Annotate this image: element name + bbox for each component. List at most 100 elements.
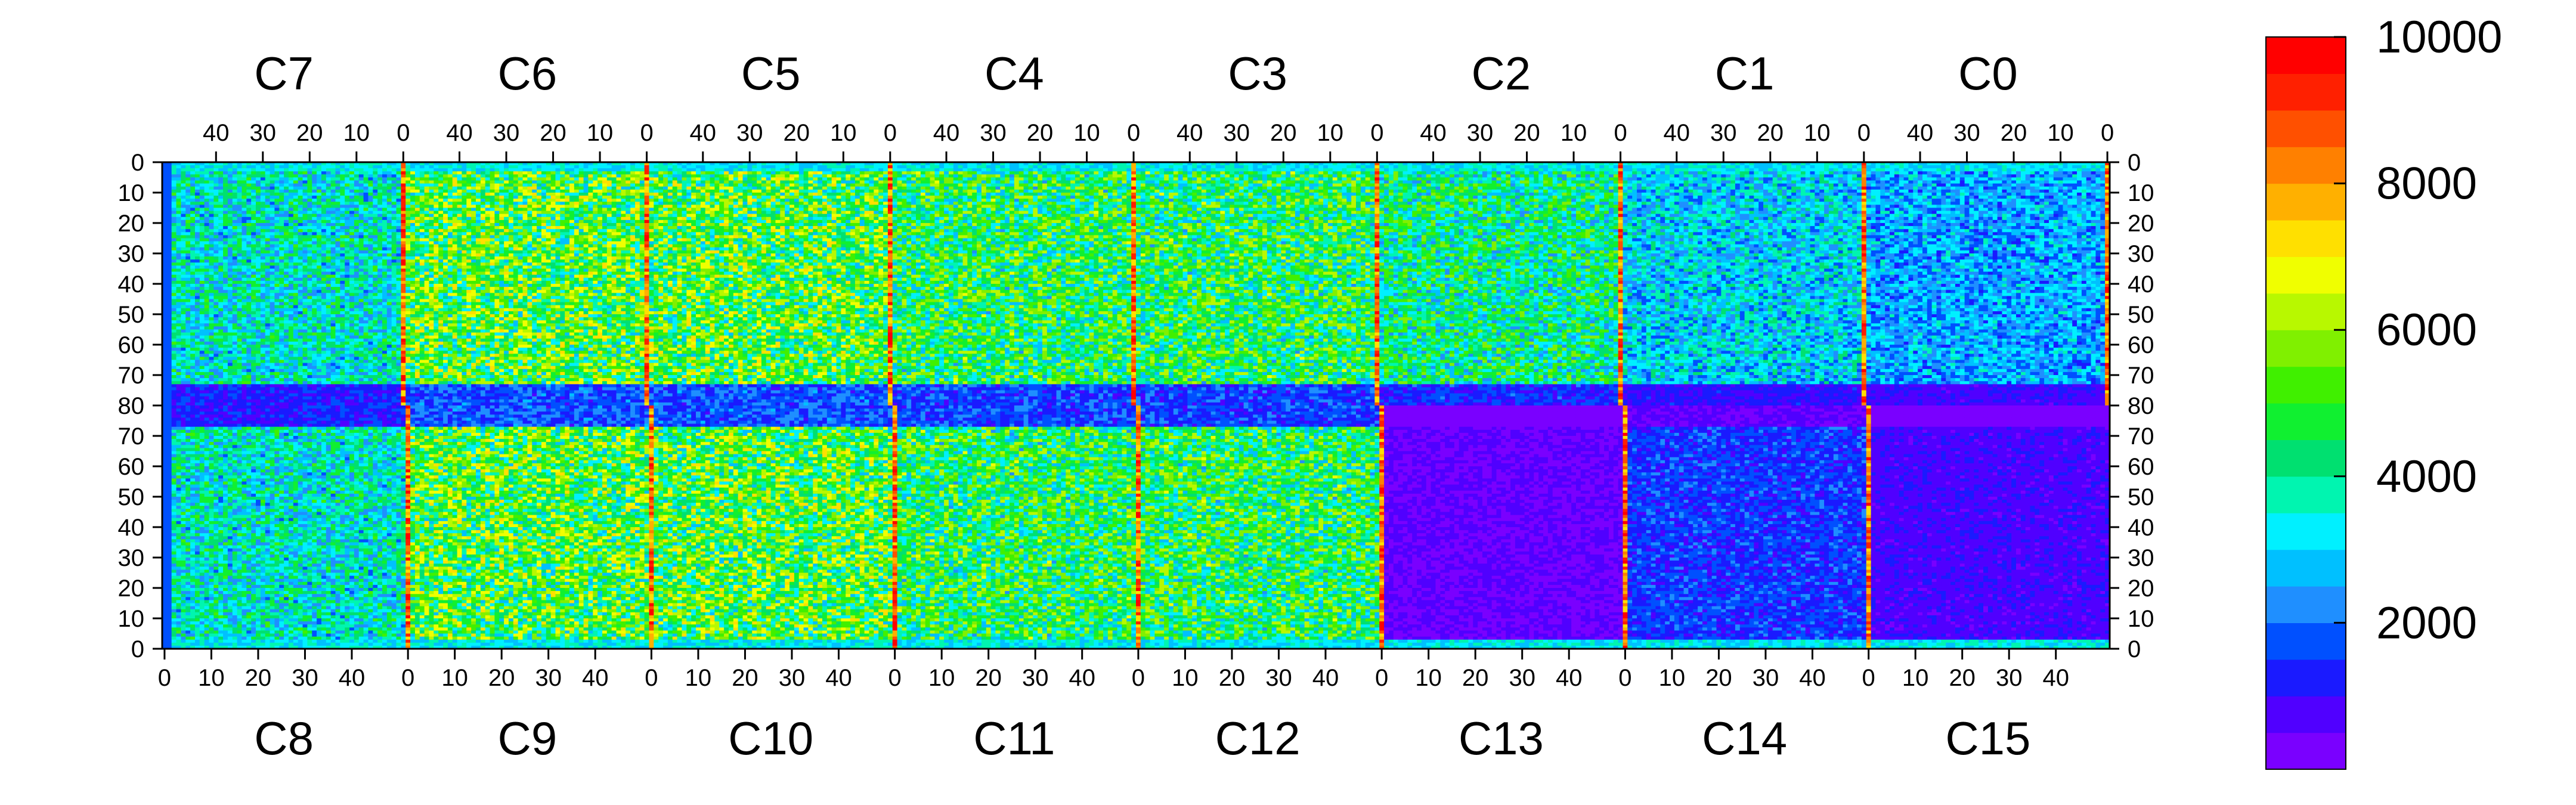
chip-c7 (162, 162, 406, 406)
bottom-x-tick-label: 20 (245, 665, 272, 691)
bottom-x-tick-label: 0 (1862, 665, 1875, 691)
top-x-tick-label: 30 (1224, 120, 1250, 146)
chip-label-c9: C9 (498, 712, 558, 764)
bottom-x-tick-label: 30 (1022, 665, 1049, 691)
colorbar-segment (2266, 110, 2346, 147)
chip-label-c6: C6 (498, 47, 558, 100)
bottom-x-tick-label: 20 (975, 665, 1002, 691)
chip-label-c15: C15 (1945, 712, 2030, 764)
top-x-tick-label: 40 (1176, 120, 1203, 146)
top-x-tick-label: 30 (250, 120, 277, 146)
bottom-x-tick-label: 40 (1799, 665, 1826, 691)
chip-label-c3: C3 (1228, 47, 1287, 100)
heatmap-cells (162, 162, 2110, 649)
left-y-tick-label: 50 (118, 302, 145, 328)
chip-c9 (405, 405, 649, 649)
right-y-tick-label: 20 (2128, 575, 2154, 602)
colorbar-segment (2266, 439, 2346, 476)
top-x-tick-label: 0 (397, 120, 410, 146)
chip-label-c8: C8 (254, 712, 314, 764)
chip-c3 (1136, 162, 1380, 406)
chip-label-c0: C0 (1958, 47, 2018, 100)
top-x-tick-label: 20 (784, 120, 810, 146)
bottom-x-tick-label: 40 (1312, 665, 1339, 691)
chip-c5 (649, 162, 893, 406)
colorbar-tick-label: 10000 (2376, 12, 2502, 63)
bottom-x-tick-label: 0 (1375, 665, 1388, 691)
top-x-tick-label: 30 (1953, 120, 1980, 146)
chip-c0 (1866, 162, 2110, 406)
right-y-tick-label: 40 (2128, 271, 2154, 298)
top-x-tick-label: 10 (830, 120, 857, 146)
top-x-tick-label: 10 (587, 120, 614, 146)
left-y-tick-label: 0 (131, 150, 144, 176)
bottom-x-tick-label: 20 (732, 665, 758, 691)
bottom-x-tick-label: 40 (2042, 665, 2069, 691)
right-y-tick-label: 60 (2128, 332, 2154, 358)
bottom-x-tick-label: 0 (1618, 665, 1631, 691)
bottom-x-tick-label: 40 (1069, 665, 1095, 691)
right-y-tick-label: 70 (2128, 423, 2154, 450)
bottom-x-tick-label: 30 (292, 665, 318, 691)
colorbar-tick-label: 6000 (2376, 305, 2477, 355)
top-x-tick-label: 20 (1757, 120, 1784, 146)
top-x-tick-label: 10 (1073, 120, 1100, 146)
colorbar-segment (2266, 623, 2346, 660)
top-x-tick-label: 40 (1664, 120, 1690, 146)
chip-label-c10: C10 (728, 712, 813, 764)
colorbar-tick-label: 8000 (2376, 159, 2477, 209)
left-y-tick-label: 70 (118, 363, 145, 389)
right-y-tick-label: 20 (2128, 210, 2154, 237)
chip-c14 (1623, 405, 1867, 649)
bottom-x-tick-label: 10 (1902, 665, 1929, 691)
chip-label-c12: C12 (1215, 712, 1301, 764)
right-y-tick-label: 10 (2128, 180, 2154, 206)
colorbar-segment (2266, 256, 2346, 293)
bottom-x-tick-label: 0 (158, 665, 171, 691)
bottom-x-tick-label: 30 (1996, 665, 2023, 691)
colorbar-segment (2266, 586, 2346, 623)
right-y-tick-label: 0 (2128, 150, 2141, 176)
top-x-tick-label: 30 (493, 120, 520, 146)
chip-c11 (893, 405, 1137, 649)
chip-label-c5: C5 (741, 47, 801, 100)
left-y-tick-label: 60 (118, 454, 145, 480)
chip-label-c7: C7 (254, 47, 314, 100)
bottom-x-tick-label: 20 (488, 665, 515, 691)
colorbar-segment (2266, 37, 2346, 74)
right-y-tick-label: 30 (2128, 545, 2154, 571)
chip-c2 (1379, 162, 1623, 406)
right-y-tick-label: 10 (2128, 606, 2154, 632)
top-x-tick-label: 0 (2101, 120, 2114, 146)
colorbar-segment (2266, 220, 2346, 257)
left-y-tick-label: 80 (118, 393, 145, 419)
colorbar-segment (2266, 367, 2346, 404)
top-x-tick-label: 10 (1804, 120, 1831, 146)
top-x-tick-label: 0 (1127, 120, 1140, 146)
colorbar-tick-label: 2000 (2376, 597, 2477, 648)
left-y-tick-label: 20 (118, 575, 145, 602)
right-y-tick-label: 80 (2128, 393, 2154, 419)
bottom-x-tick-label: 30 (535, 665, 562, 691)
top-x-tick-label: 40 (1907, 120, 1934, 146)
chip-label-c13: C13 (1459, 712, 1544, 764)
bottom-x-tick-label: 30 (1265, 665, 1292, 691)
chip-c1 (1623, 162, 1867, 406)
left-y-tick-label: 30 (118, 241, 145, 267)
top-x-tick-label: 30 (1467, 120, 1494, 146)
left-y-tick-label: 20 (118, 210, 145, 237)
bottom-x-tick-label: 10 (198, 665, 225, 691)
right-y-tick-label: 30 (2128, 241, 2154, 267)
chip-c4 (893, 162, 1137, 406)
top-x-tick-label: 40 (1420, 120, 1447, 146)
bottom-x-tick-label: 10 (441, 665, 468, 691)
left-y-tick-label: 50 (118, 484, 145, 510)
colorbar-segment (2266, 660, 2346, 696)
chip-label-c4: C4 (984, 47, 1044, 100)
bottom-x-tick-label: 0 (401, 665, 414, 691)
bottom-x-tick-label: 30 (1753, 665, 1779, 691)
top-x-tick-label: 0 (1370, 120, 1383, 146)
top-x-tick-label: 40 (690, 120, 717, 146)
chip-c13 (1379, 405, 1623, 649)
